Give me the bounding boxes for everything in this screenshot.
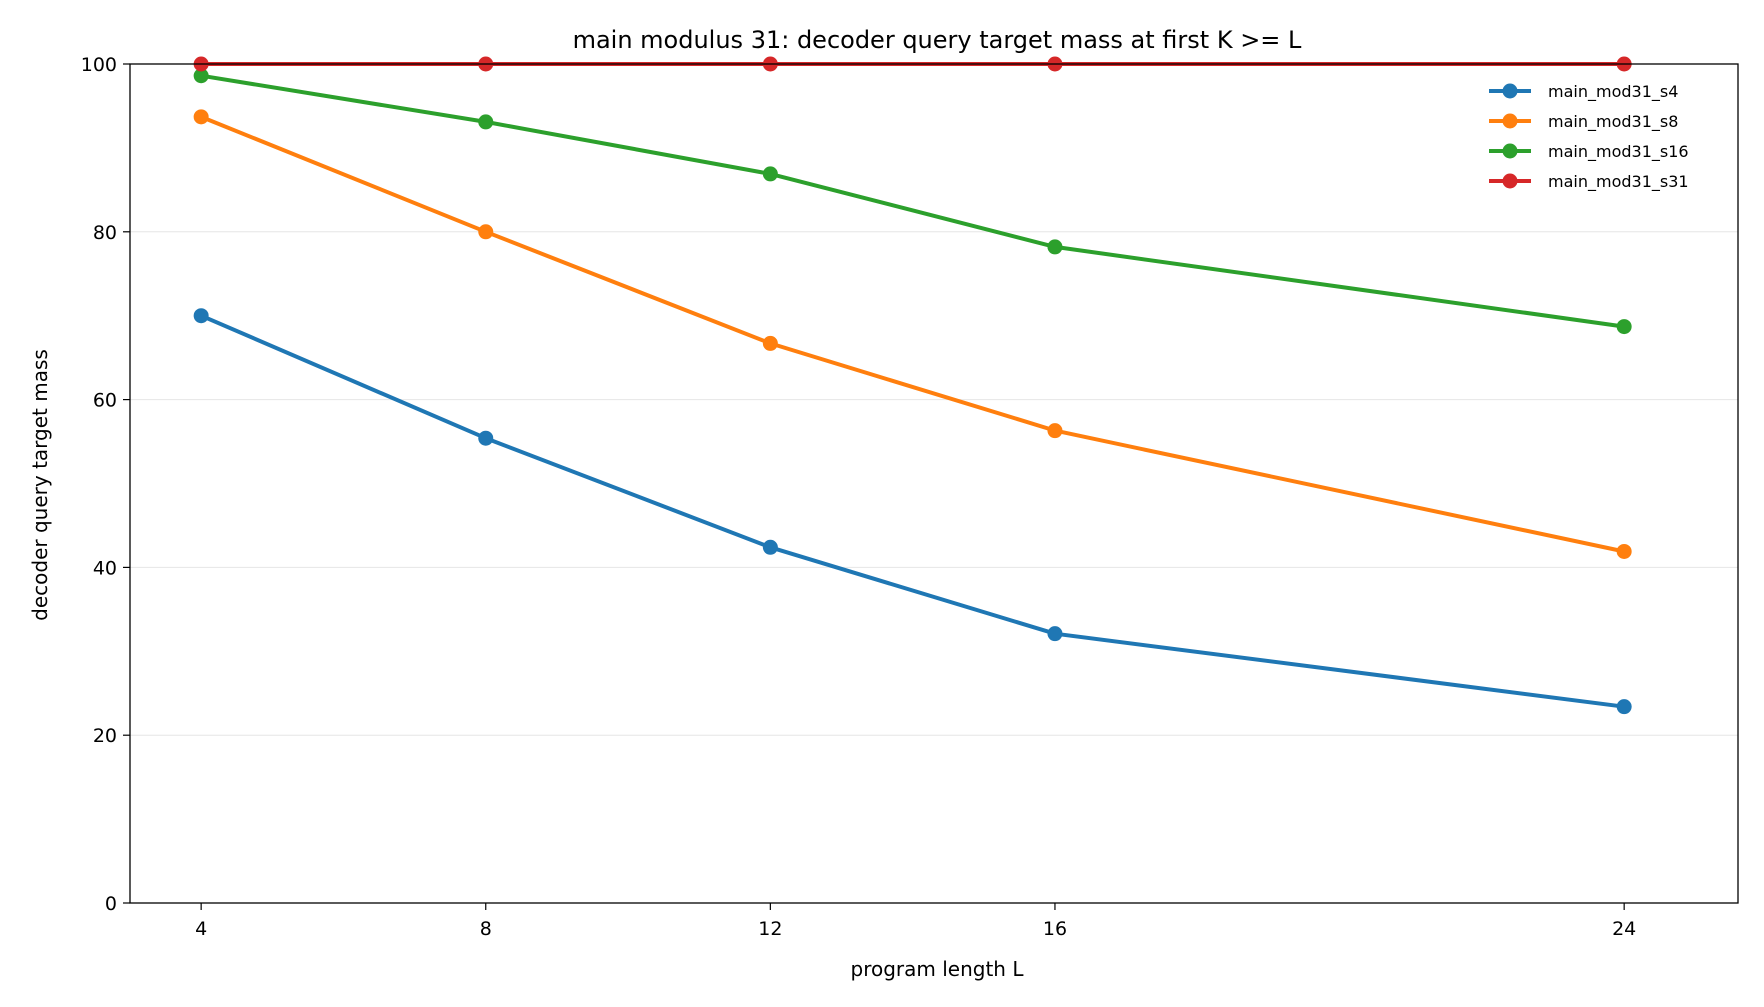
data-point	[762, 166, 778, 182]
data-point	[1047, 626, 1063, 642]
legend-swatch-marker	[1502, 143, 1518, 159]
y-tick-label: 80	[93, 222, 117, 244]
plot-frame	[129, 63, 1739, 904]
y-tick-label: 60	[93, 390, 117, 412]
y-axis-label: decoder query target mass	[28, 349, 52, 621]
data-point	[1616, 319, 1632, 335]
axis-layer: 0 20 40 60 80 100 4 8 12 16 24	[81, 54, 1637, 940]
legend: main_mod31_s4 main_mod31_s8 main_mod31_s16…	[1489, 82, 1689, 192]
data-point	[762, 335, 778, 351]
x-tick-label: 12	[758, 918, 782, 940]
legend-label: main_mod31_s16	[1548, 142, 1689, 162]
data-point	[193, 68, 209, 84]
chart-title: main modulus 31: decoder query target ma…	[573, 26, 1302, 54]
series-main_mod31_s16	[193, 68, 1632, 335]
legend-swatch-marker	[1502, 113, 1518, 129]
x-tick-label: 24	[1612, 918, 1636, 940]
data-point	[193, 308, 209, 324]
data-point	[1616, 699, 1632, 715]
legend-item: main_mod31_s8	[1489, 112, 1678, 132]
data-point	[1616, 543, 1632, 559]
legend-label: main_mod31_s8	[1548, 112, 1678, 132]
series-main_mod31_s8	[193, 109, 1632, 559]
y-tick-label: 0	[105, 893, 117, 915]
data-point	[1047, 239, 1063, 255]
legend-swatch-marker	[1502, 173, 1518, 189]
data-point	[762, 539, 778, 555]
legend-swatch-marker	[1502, 83, 1518, 99]
data-point	[1047, 423, 1063, 439]
legend-label: main_mod31_s31	[1548, 172, 1689, 192]
x-tick-label: 16	[1043, 918, 1067, 940]
data-point	[478, 224, 494, 240]
y-tick-label: 40	[93, 557, 117, 579]
series-main_mod31_s4	[193, 308, 1632, 715]
data-point	[478, 430, 494, 446]
y-tick-label: 100	[81, 54, 117, 76]
legend-item: main_mod31_s4	[1489, 82, 1678, 102]
legend-item: main_mod31_s16	[1489, 142, 1689, 162]
data-point	[478, 114, 494, 130]
x-axis-label: program length L	[851, 957, 1025, 981]
x-tick-label: 8	[480, 918, 492, 940]
legend-label: main_mod31_s4	[1548, 82, 1678, 102]
y-tick-label: 20	[93, 725, 117, 747]
x-tick-label: 4	[195, 918, 207, 940]
data-point	[193, 109, 209, 125]
legend-item: main_mod31_s31	[1489, 172, 1689, 192]
